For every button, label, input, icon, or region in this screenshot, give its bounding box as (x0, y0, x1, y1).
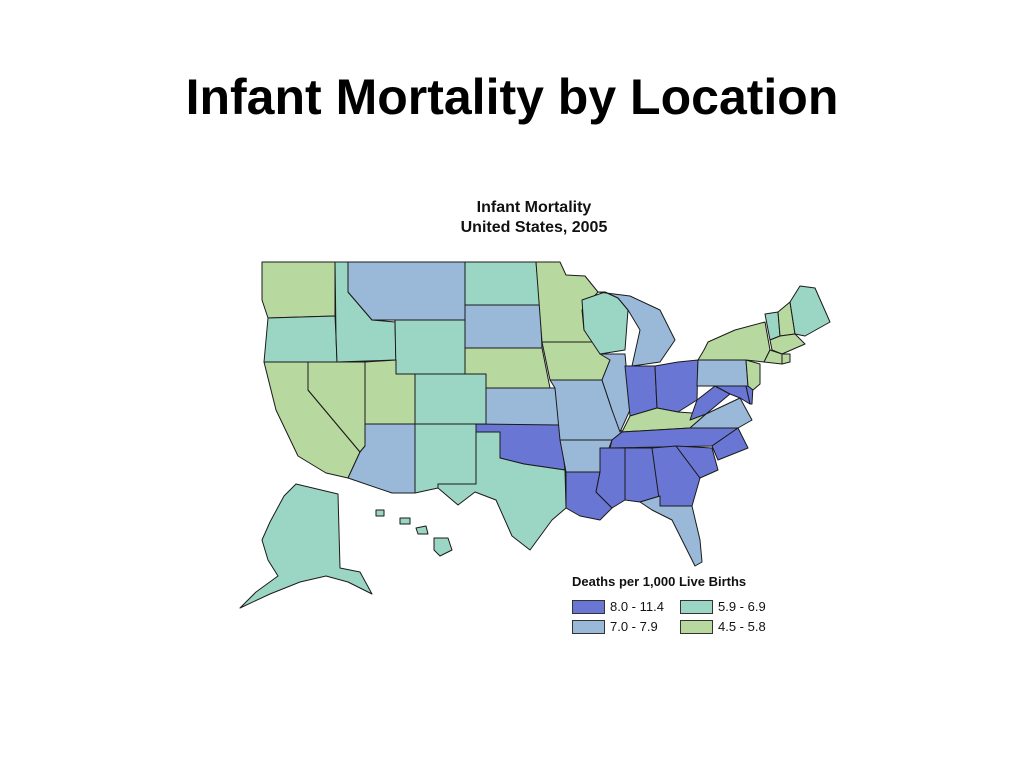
state-WY (394, 319, 466, 375)
map-title: Infant Mortality United States, 2005 (384, 198, 684, 238)
state-CO (414, 373, 487, 425)
state-SC (675, 445, 719, 479)
map-title-line-2: United States, 2005 (460, 219, 608, 236)
state-PA (696, 359, 749, 387)
state-OR (263, 315, 338, 363)
state-WA (261, 261, 336, 319)
legend-swatch (680, 619, 713, 634)
states-layer (239, 261, 831, 609)
legend-item: 5.9 - 6.9 (680, 599, 788, 614)
state-HI-kauai (375, 509, 385, 517)
state-KS (485, 387, 561, 426)
state-NC (711, 427, 749, 461)
slide-title: Infant Mortality by Location (185, 69, 839, 125)
state-ME (789, 285, 831, 337)
state-NJ (745, 359, 761, 391)
legend-item: 8.0 - 11.4 (572, 599, 680, 614)
state-NM (414, 423, 477, 494)
state-SD (464, 304, 543, 349)
state-OH (654, 359, 699, 413)
legend-grid: 8.0 - 11.4 5.9 - 6.9 7.0 - 7.9 4.5 - 5.8 (572, 599, 802, 634)
state-MA (769, 333, 806, 355)
legend-label: 8.0 - 11.4 (610, 599, 664, 614)
state-VA (689, 397, 753, 429)
legend-swatch (572, 599, 605, 614)
legend-title: Deaths per 1,000 Live Births (572, 574, 747, 589)
legend-swatch (572, 619, 605, 634)
state-HI (433, 537, 453, 557)
state-WV (689, 385, 731, 421)
legend-swatch (680, 599, 713, 614)
map-title-line-1: Infant Mortality (476, 199, 592, 216)
state-MD (714, 385, 751, 405)
state-FL (639, 495, 703, 567)
state-NY (697, 321, 771, 363)
state-ND (464, 261, 541, 306)
state-RI (781, 353, 791, 365)
state-IN (624, 365, 658, 417)
state-HI-maui (415, 525, 429, 535)
legend-label: 7.0 - 7.9 (610, 619, 658, 634)
state-IL (599, 353, 631, 433)
legend-label: 4.5 - 5.8 (718, 619, 766, 634)
state-HI-oahu (399, 517, 411, 525)
legend-label: 5.9 - 6.9 (718, 599, 766, 614)
state-MT (347, 261, 466, 321)
legend-item: 4.5 - 5.8 (680, 619, 788, 634)
state-TX (437, 431, 567, 551)
map-legend: Deaths per 1,000 Live Births 8.0 - 11.4 … (572, 574, 802, 634)
state-AK (239, 483, 373, 609)
legend-item: 7.0 - 7.9 (572, 619, 680, 634)
